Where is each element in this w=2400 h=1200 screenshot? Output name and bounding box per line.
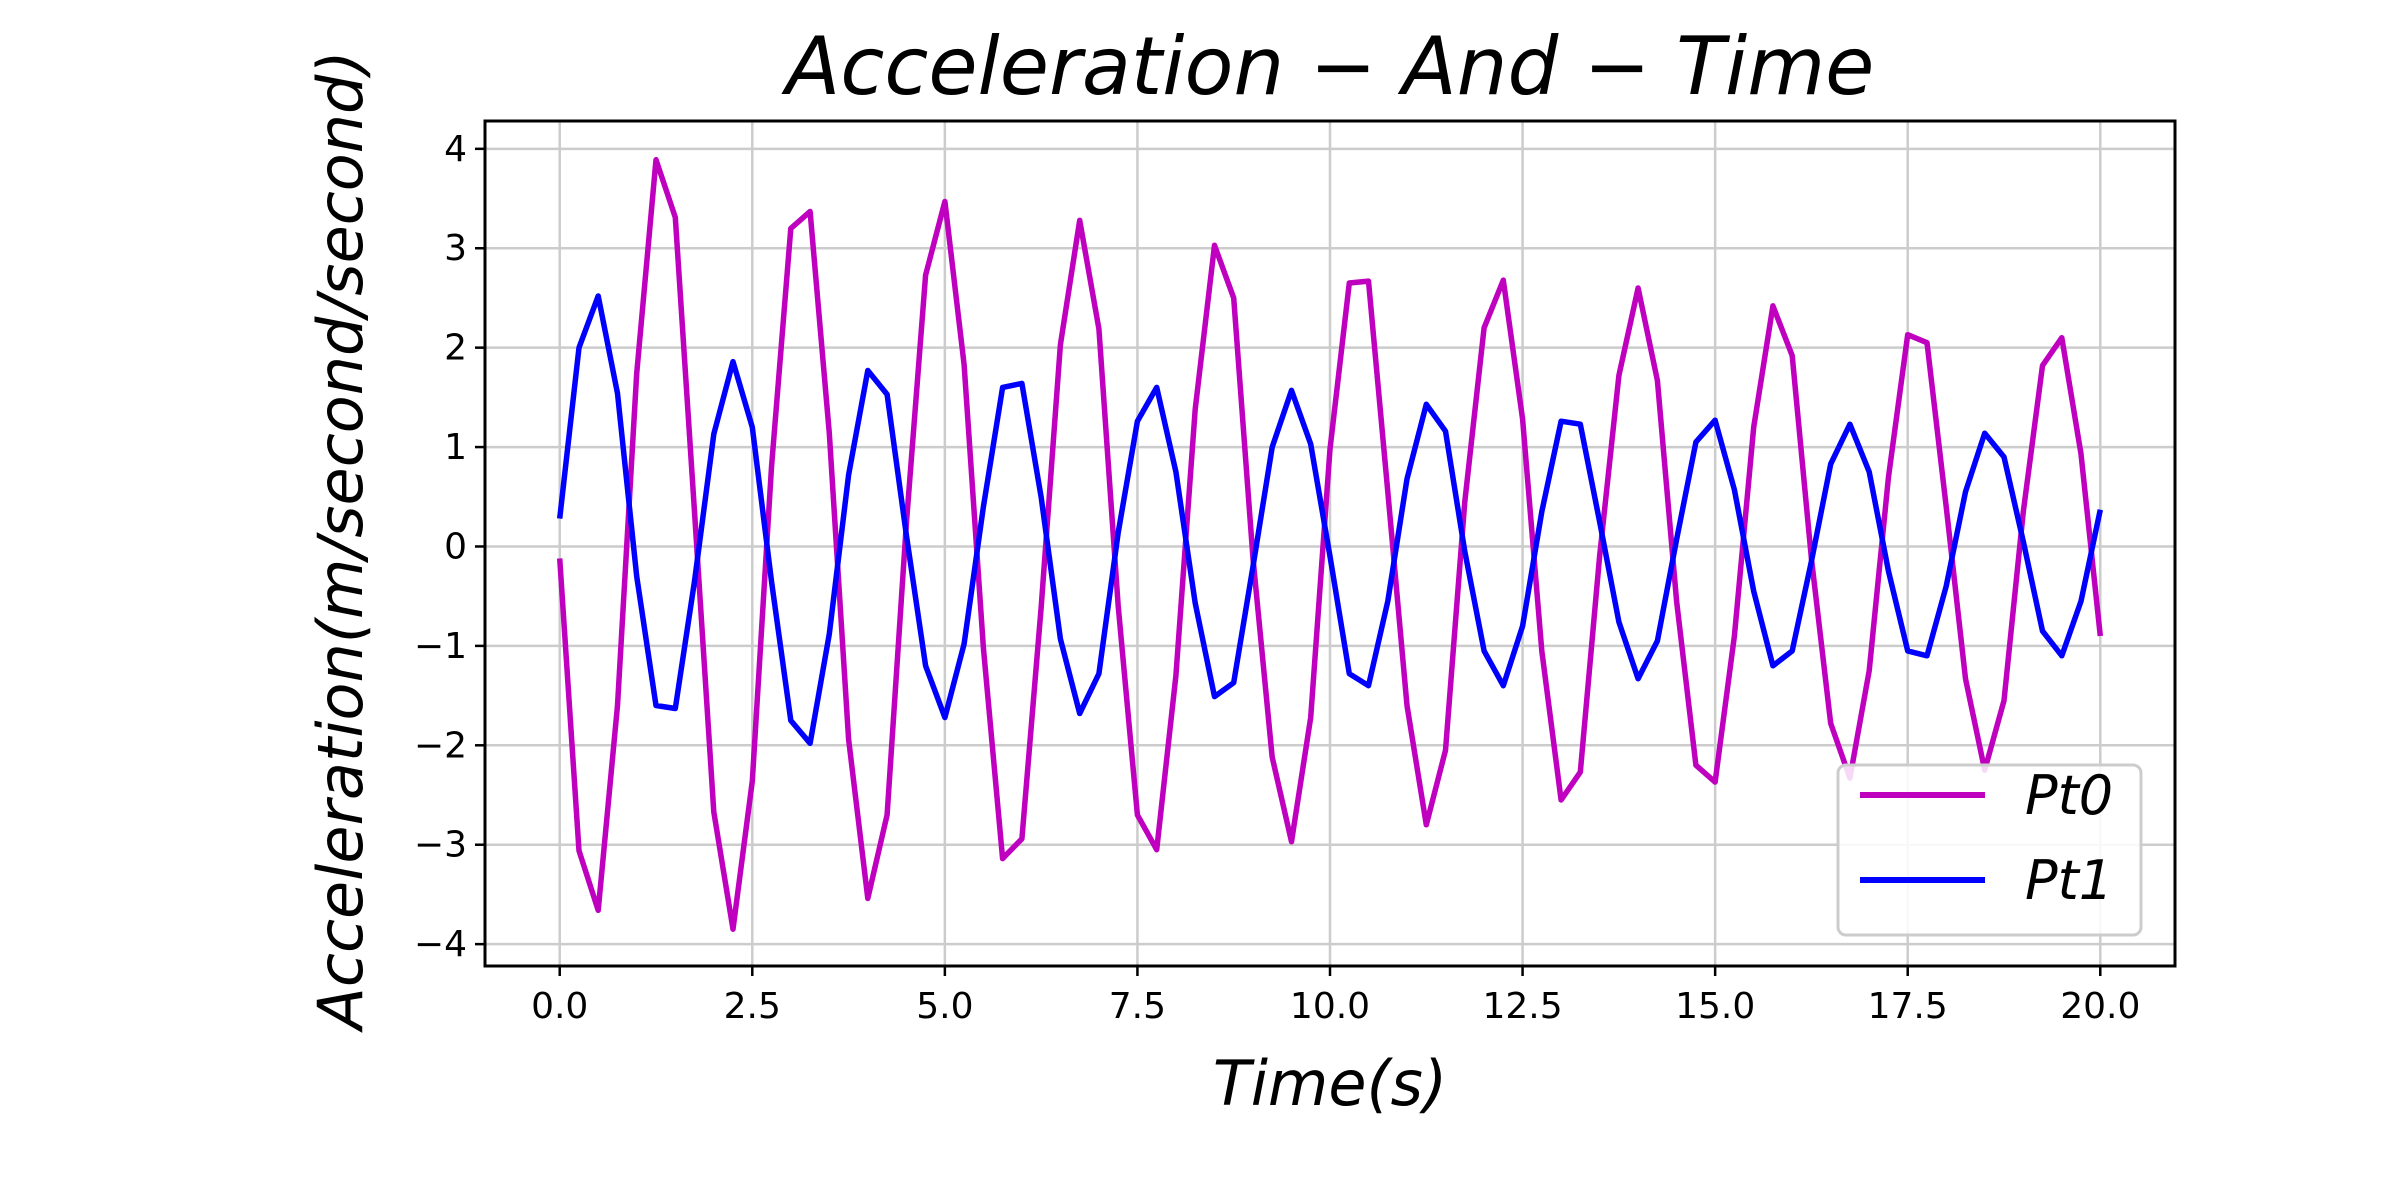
x-tick-label: 7.5 xyxy=(1109,986,1166,1027)
legend-box xyxy=(1836,763,2143,937)
x-tick-label: 20.0 xyxy=(2060,986,2140,1027)
legend-label-pt0: Pt0 xyxy=(2025,764,2113,827)
series-lines xyxy=(556,157,2104,932)
y-tick-label: −1 xyxy=(414,626,467,667)
x-tick-label: 0.0 xyxy=(531,986,588,1027)
x-axis-label: Time(s) xyxy=(1213,1047,1447,1120)
y-tick-label: −2 xyxy=(414,725,467,766)
y-tick-label: −4 xyxy=(414,924,467,965)
y-axis-label: Acceleration(m/second/second) xyxy=(304,50,377,1033)
series-line-pt0 xyxy=(556,157,2104,932)
x-axis-ticks: 0.0 2.5 5.0 7.5 10.0 12.5 15.0 17.5 20.0 xyxy=(531,966,2140,1027)
y-tick-label: 3 xyxy=(444,228,467,269)
y-tick-label: 4 xyxy=(444,129,467,170)
legend: Pt0 Pt1 xyxy=(1836,763,2143,937)
x-tick-label: 15.0 xyxy=(1675,986,1755,1027)
legend-label-pt1: Pt1 xyxy=(2025,849,2113,912)
y-tick-label: 2 xyxy=(444,328,467,369)
x-tick-label: 2.5 xyxy=(724,986,781,1027)
chart-title: Acceleration − And − Time xyxy=(781,20,1875,113)
y-axis-ticks: 4 3 2 1 0 −1 −2 −3 −4 xyxy=(414,129,485,965)
y-tick-label: 1 xyxy=(444,427,467,468)
series-line-pt1 xyxy=(556,293,2103,747)
x-tick-label: 12.5 xyxy=(1482,986,1562,1027)
x-tick-label: 17.5 xyxy=(1868,986,1948,1027)
x-tick-label: 10.0 xyxy=(1290,986,1370,1027)
y-tick-label: 0 xyxy=(444,526,467,567)
x-tick-label: 5.0 xyxy=(916,986,973,1027)
y-tick-label: −3 xyxy=(414,825,467,866)
